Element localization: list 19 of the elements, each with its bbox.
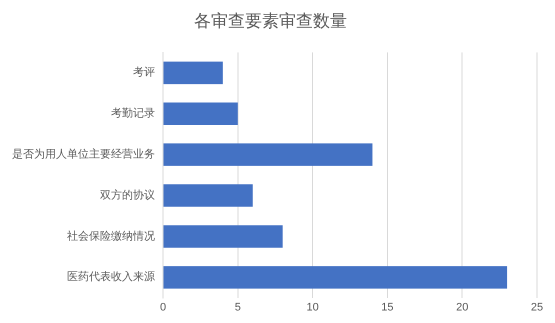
bar — [164, 62, 223, 84]
x-tick-label: 10 — [306, 301, 319, 314]
bar — [164, 184, 253, 207]
bar — [164, 143, 372, 166]
x-tick-label: 5 — [234, 301, 241, 314]
x-tick-label: 20 — [456, 301, 468, 314]
bar — [164, 266, 508, 289]
y-tick-label: 是否为用人单位主要经营业务 — [12, 148, 155, 161]
x-tick-label: 0 — [160, 301, 166, 314]
y-tick-label: 医药代表收入来源 — [67, 270, 155, 284]
y-tick-label: 双方的协议 — [100, 188, 155, 202]
y-tick-label: 考评 — [133, 66, 155, 79]
bar — [164, 225, 283, 248]
y-tick-label: 考勤记录 — [111, 106, 155, 120]
bar — [164, 102, 238, 125]
chart-title: 各审查要素审查数量 — [194, 12, 347, 32]
x-tick-label: 25 — [530, 301, 544, 314]
y-tick-label: 社会保险缴纳情况 — [67, 229, 155, 242]
x-tick-label: 15 — [381, 301, 394, 314]
